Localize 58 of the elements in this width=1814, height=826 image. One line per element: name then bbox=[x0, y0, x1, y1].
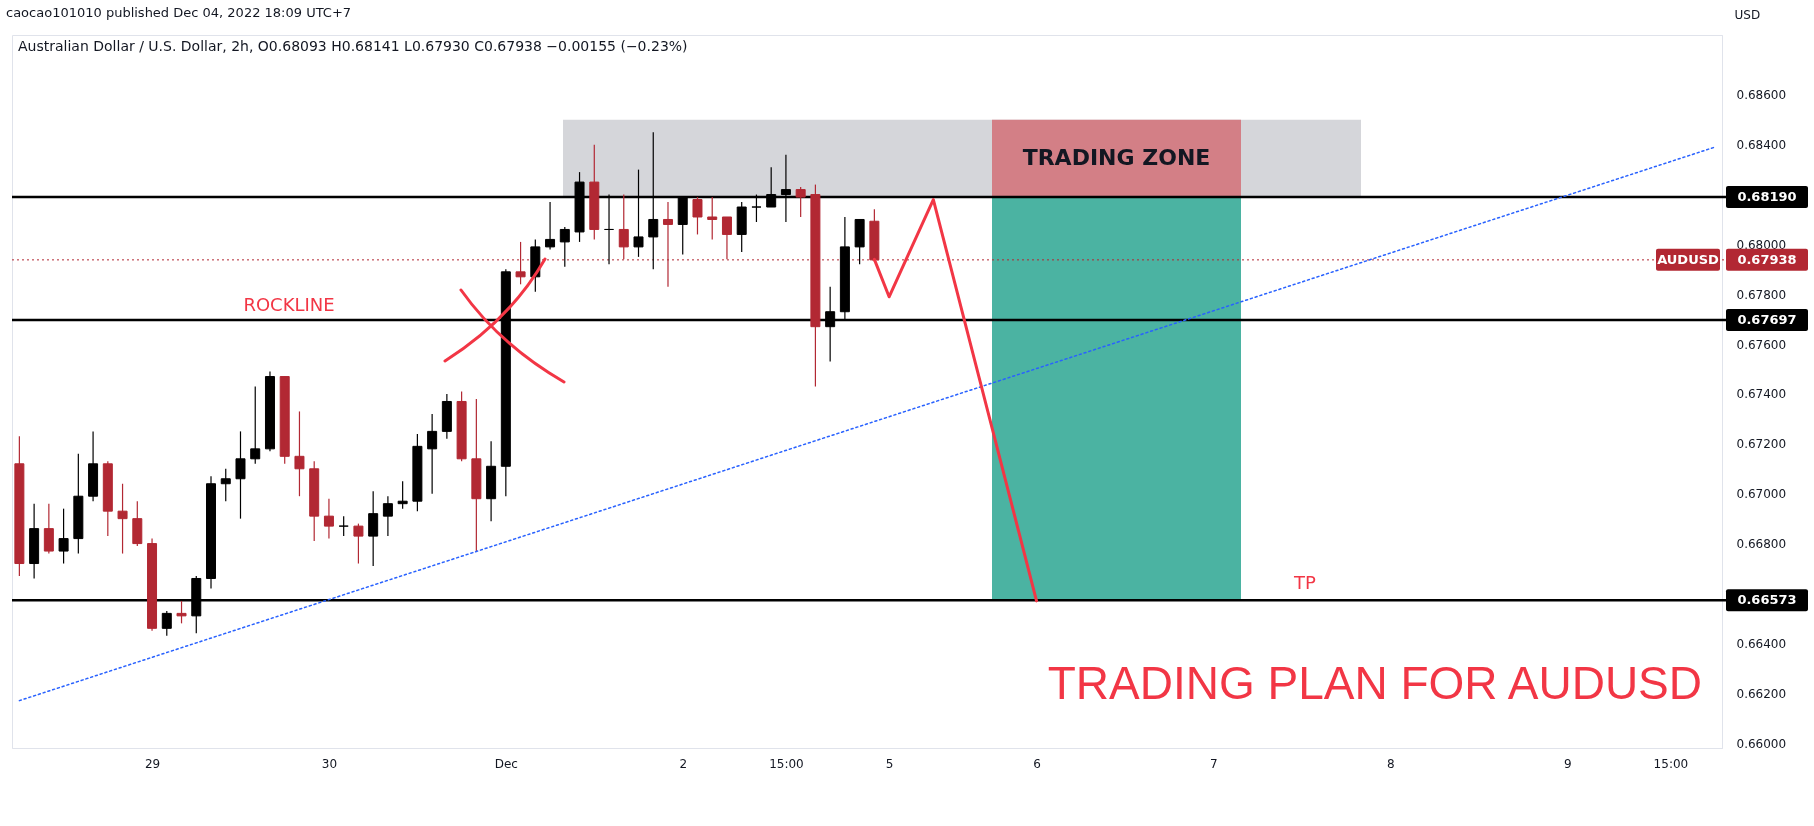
candlestick bbox=[382, 495, 393, 537]
line-series bbox=[872, 198, 1039, 603]
y-tick-label: 0.66000 bbox=[1736, 736, 1787, 751]
candlestick bbox=[662, 201, 673, 288]
y-tick-label: 0.68400 bbox=[1736, 138, 1787, 153]
candlestick bbox=[707, 196, 718, 241]
x-tick-label: 30 bbox=[321, 756, 338, 771]
candlestick bbox=[545, 201, 556, 250]
x-tick-label: 6 bbox=[1033, 756, 1041, 771]
annotation: ROCKLINE bbox=[243, 293, 335, 315]
candlestick bbox=[353, 523, 364, 565]
candlestick bbox=[117, 483, 128, 555]
ref-line-label: 0.67938 bbox=[1737, 251, 1797, 267]
y-tick-label: 0.68000 bbox=[1736, 237, 1787, 252]
y-tick-label: 0.66200 bbox=[1736, 686, 1787, 701]
candlestick bbox=[427, 413, 438, 495]
x-tick-label: 15:00 bbox=[769, 756, 804, 771]
y-axis-title: USD bbox=[1734, 7, 1761, 22]
candlestick bbox=[58, 508, 69, 565]
x-tick-label: 2 bbox=[679, 756, 688, 771]
candlestick bbox=[559, 226, 570, 268]
annotation: TP bbox=[1293, 572, 1317, 594]
x-tick-label: 8 bbox=[1387, 756, 1395, 771]
y-tick-label: 0.67600 bbox=[1736, 337, 1787, 352]
chart-title: Australian Dollar / U.S. Dollar, 2h, O0.68093 H0.68141 L0.67930 C0.67938 −0.00155 (−0.23%) bbox=[18, 38, 688, 54]
y-tick-label: 0.67000 bbox=[1736, 487, 1787, 502]
x-tick-label: 9 bbox=[1563, 756, 1572, 771]
band-label: TRADING ZONE bbox=[1022, 145, 1211, 171]
y-tick-label: 0.66400 bbox=[1736, 636, 1787, 651]
ref-line-label: 0.68190 bbox=[1737, 189, 1797, 205]
candlestick bbox=[161, 610, 172, 637]
candlestick bbox=[338, 515, 349, 537]
candlestick bbox=[43, 503, 54, 555]
candlestick bbox=[235, 430, 246, 520]
candlestick bbox=[250, 385, 261, 465]
annotation: AUDUSD bbox=[1657, 251, 1720, 267]
x-tick-label: 5 bbox=[885, 756, 894, 771]
ref-line-label: 0.66573 bbox=[1737, 592, 1797, 608]
x-tick-label: Dec bbox=[494, 756, 518, 771]
x-tick-label: 29 bbox=[144, 756, 161, 771]
y-tick-label: 0.67800 bbox=[1736, 287, 1787, 302]
annotation: TRADING PLAN FOR AUDUSD bbox=[1047, 657, 1702, 709]
candlestick bbox=[323, 498, 334, 540]
candlestick bbox=[692, 196, 703, 236]
y-tick-label: 0.67200 bbox=[1736, 437, 1787, 452]
candlestick bbox=[176, 600, 187, 624]
ref-line-label: 0.67697 bbox=[1737, 311, 1797, 327]
x-tick-label: 7 bbox=[1210, 756, 1218, 771]
text: caocao101010 published Dec 04, 2022 18:09 UTC+7 bbox=[6, 5, 352, 20]
y-tick-label: 0.68600 bbox=[1736, 88, 1787, 103]
y-tick-label: 0.66800 bbox=[1736, 537, 1787, 552]
x-tick-label: 15:00 bbox=[1653, 756, 1689, 771]
candlestick bbox=[368, 490, 379, 567]
candlestick bbox=[294, 410, 305, 497]
y-tick-label: 0.67400 bbox=[1736, 387, 1787, 402]
candlestick bbox=[795, 186, 806, 218]
candlestick bbox=[220, 468, 231, 502]
candlestick bbox=[397, 480, 408, 510]
